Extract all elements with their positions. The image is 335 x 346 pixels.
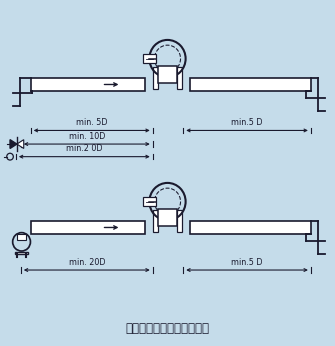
Bar: [190, 78, 311, 91]
Polygon shape: [10, 140, 17, 148]
Bar: [153, 67, 158, 89]
Text: min.2 0D: min.2 0D: [66, 144, 103, 153]
Text: min. 20D: min. 20D: [69, 258, 105, 267]
Bar: [153, 210, 158, 232]
Bar: [15, 252, 28, 254]
Text: 弯管、阀门和泵之间的安装: 弯管、阀门和泵之间的安装: [126, 322, 209, 335]
Text: min. 10D: min. 10D: [69, 132, 105, 141]
Bar: [143, 54, 156, 63]
Bar: [158, 66, 177, 83]
Bar: [31, 78, 145, 91]
Text: min. 5D: min. 5D: [76, 118, 108, 127]
Bar: [190, 221, 311, 234]
Text: min.5 D: min.5 D: [231, 258, 263, 267]
Bar: [158, 209, 177, 226]
Bar: [143, 197, 156, 206]
Polygon shape: [17, 140, 24, 148]
Bar: [31, 221, 145, 234]
Text: min.5 D: min.5 D: [231, 118, 263, 127]
Bar: [177, 210, 182, 232]
Bar: [177, 67, 182, 89]
Bar: [17, 234, 26, 240]
